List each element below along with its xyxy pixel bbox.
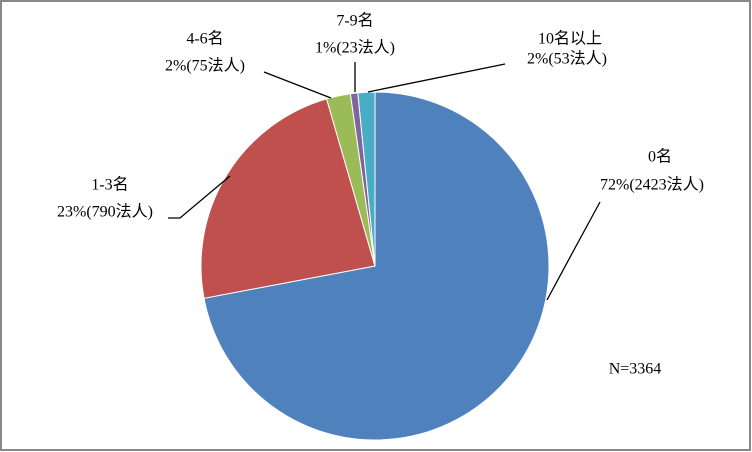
pie-slice [200,98,376,299]
leader-line [168,175,231,219]
slice-label: 4-6名 [186,30,223,48]
value-label: 23%(790法人) [57,203,153,221]
value-label: 2%(53法人) [527,50,607,68]
value-label: 1%(23法人) [315,39,395,57]
value-label: 72%(2423法人) [600,176,704,194]
slice-label: 7-9名 [336,12,373,30]
slice-label: 1-3名 [91,176,128,194]
leader-line [263,71,332,99]
leader-line [546,201,601,301]
slice-label: 10名以上 [538,30,602,48]
value-label: 2%(75法人) [165,57,245,75]
slice-label: 0名 [648,148,672,166]
leader-line [367,63,506,93]
pie-slice [357,91,376,267]
annotation: N=3364 [609,361,662,378]
pie-slice [203,91,550,441]
